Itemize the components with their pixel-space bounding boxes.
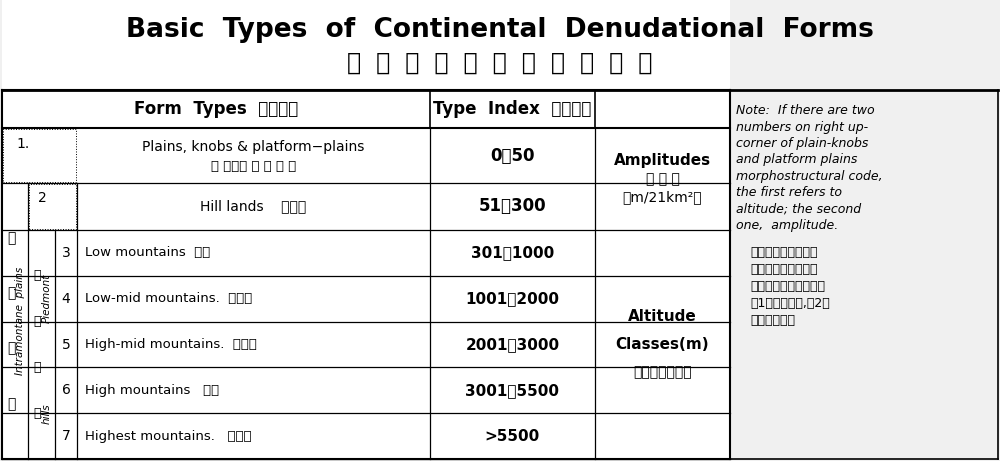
Text: 第1个代表海拔,第2个: 第1个代表海拔,第2个 bbox=[750, 297, 830, 310]
Text: 2: 2 bbox=[38, 191, 47, 205]
Text: 6: 6 bbox=[62, 383, 70, 397]
Bar bbox=[730, 90, 998, 459]
Text: 山: 山 bbox=[34, 269, 41, 282]
Text: Plains, knobs & platform−plains: Plains, knobs & platform−plains bbox=[142, 140, 365, 154]
Text: Low-mid mountains.  低中山: Low-mid mountains. 低中山 bbox=[85, 292, 252, 305]
Text: 0～50: 0～50 bbox=[490, 147, 535, 165]
Text: 7: 7 bbox=[62, 429, 70, 443]
Text: numbers on right up-: numbers on right up- bbox=[736, 120, 868, 134]
Text: 麓: 麓 bbox=[34, 315, 41, 328]
Text: 1001～2000: 1001～2000 bbox=[466, 291, 560, 306]
Text: 1.: 1. bbox=[16, 137, 29, 151]
Text: 51～300: 51～300 bbox=[479, 197, 546, 215]
Text: 角，如有两个数字者，: 角，如有两个数字者， bbox=[750, 280, 825, 293]
Text: 3001～5500: 3001～5500 bbox=[466, 383, 560, 398]
Text: 平 原，岗 丘 与 台 原: 平 原，岗 丘 与 台 原 bbox=[211, 160, 296, 173]
Text: High-mid mountains.  高中山: High-mid mountains. 高中山 bbox=[85, 338, 257, 351]
Text: Classes(m): Classes(m) bbox=[616, 337, 709, 352]
Text: （m/21km²）: （m/21km²） bbox=[623, 190, 702, 204]
Text: 代表起伏度。: 代表起伏度。 bbox=[750, 314, 795, 327]
Bar bbox=[29, 184, 76, 229]
Text: hills: hills bbox=[42, 403, 52, 424]
Text: >5500: >5500 bbox=[485, 429, 540, 443]
Text: Note:  If there are two: Note: If there are two bbox=[736, 104, 875, 117]
Text: Altitude: Altitude bbox=[628, 309, 697, 324]
Text: 3: 3 bbox=[62, 246, 70, 260]
Text: 5: 5 bbox=[62, 337, 70, 351]
Bar bbox=[3, 129, 76, 182]
Text: 陵: 陵 bbox=[34, 407, 41, 420]
Text: 大  陆  剪  蚀  形  态  的  基  本  类  型: 大 陆 剪 蚀 形 态 的 基 本 类 型 bbox=[347, 51, 653, 75]
Text: 301～1000: 301～1000 bbox=[471, 245, 554, 260]
Text: morphostructural code,: morphostructural code, bbox=[736, 170, 883, 183]
Text: corner of plain-knobs: corner of plain-knobs bbox=[736, 137, 868, 150]
Text: 4: 4 bbox=[62, 292, 70, 306]
Text: High mountains   高山: High mountains 高山 bbox=[85, 384, 219, 397]
Text: Amplitudes: Amplitudes bbox=[614, 154, 711, 169]
Text: the first refers to: the first refers to bbox=[736, 187, 842, 200]
Text: altitude; the second: altitude; the second bbox=[736, 203, 861, 216]
Text: Intramontane  plains: Intramontane plains bbox=[15, 267, 25, 375]
Text: 山: 山 bbox=[7, 231, 15, 245]
Text: 说明：在平原与岗丘: 说明：在平原与岗丘 bbox=[750, 246, 818, 259]
Text: Hill lands    丘陵地: Hill lands 丘陵地 bbox=[200, 200, 307, 213]
Bar bbox=[2, 90, 730, 459]
Text: Basic  Types  of  Continental  Denudational  Forms: Basic Types of Continental Denudational … bbox=[126, 17, 874, 43]
Bar bbox=[2, 0, 730, 90]
Text: 丘: 丘 bbox=[34, 361, 41, 374]
Bar bbox=[730, 0, 998, 90]
Text: 2001～3000: 2001～3000 bbox=[465, 337, 560, 352]
Text: Highest mountains.   最高山: Highest mountains. 最高山 bbox=[85, 430, 252, 443]
Text: Type  Index  类型指标: Type Index 类型指标 bbox=[433, 100, 592, 118]
Text: 地貌结构代号的右上: 地貌结构代号的右上 bbox=[750, 263, 818, 276]
Text: Form  Types  形态类型: Form Types 形态类型 bbox=[134, 100, 298, 118]
Text: Low mountains  低山: Low mountains 低山 bbox=[85, 246, 210, 260]
Text: and platform plains: and platform plains bbox=[736, 154, 857, 166]
Text: 起 伏 度: 起 伏 度 bbox=[646, 172, 679, 186]
Text: 平: 平 bbox=[7, 342, 15, 355]
Text: one,  amplitude.: one, amplitude. bbox=[736, 219, 838, 232]
Text: 内: 内 bbox=[7, 286, 15, 301]
Text: 原: 原 bbox=[7, 397, 15, 411]
Text: 海拔等级（米）: 海拔等级（米） bbox=[633, 366, 692, 379]
Text: Piedmont: Piedmont bbox=[42, 274, 52, 323]
